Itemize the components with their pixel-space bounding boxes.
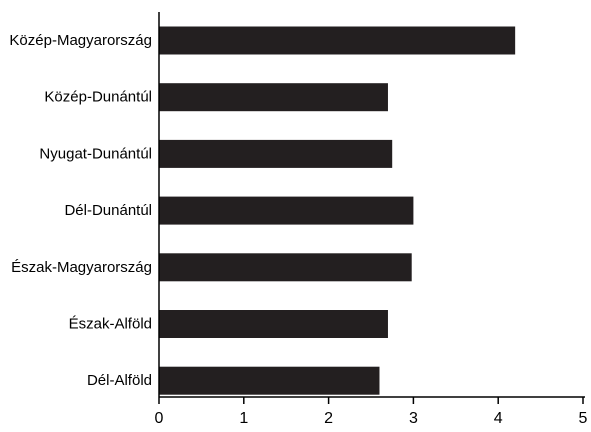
category-label: Közép-Magyarország bbox=[9, 32, 152, 49]
category-label: Közép-Dunántúl bbox=[44, 89, 152, 106]
x-tick-label: 1 bbox=[239, 410, 248, 427]
bars-group bbox=[159, 26, 516, 395]
bar bbox=[159, 253, 412, 282]
x-ticks: 0 1 2 3 4 5 bbox=[155, 397, 588, 427]
category-labels: Közép-Magyarország Közép-Dunántúl Nyugat-D… bbox=[9, 32, 152, 389]
category-label: Észak-Magyarország bbox=[11, 259, 152, 276]
category-label: Nyugat-Dunántúl bbox=[39, 145, 152, 162]
category-label: Dél-Alföld bbox=[87, 372, 152, 389]
bar bbox=[159, 366, 380, 395]
bar bbox=[159, 139, 393, 168]
x-tick-label: 0 bbox=[155, 410, 164, 427]
axes-group bbox=[158, 12, 585, 398]
bar bbox=[159, 196, 414, 225]
x-tick-label: 3 bbox=[409, 410, 418, 427]
category-label: Dél-Dunántúl bbox=[64, 202, 152, 219]
x-tick-label: 4 bbox=[494, 410, 503, 427]
bar bbox=[159, 83, 388, 112]
x-tick-label: 2 bbox=[324, 410, 333, 427]
x-tick-label: 5 bbox=[579, 410, 588, 427]
category-label: Észak-Alföld bbox=[69, 316, 152, 333]
bar bbox=[159, 26, 516, 55]
bar bbox=[159, 310, 388, 338]
